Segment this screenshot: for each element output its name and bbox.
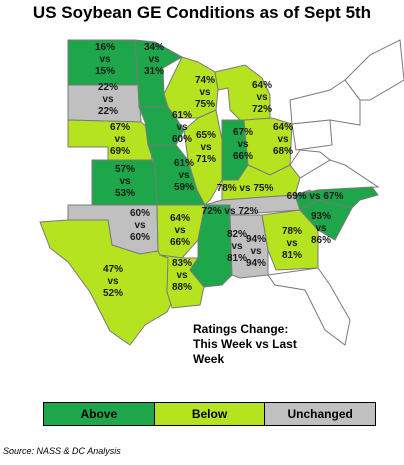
- state-label-il: vs: [200, 142, 212, 153]
- state-label-in: 67%: [233, 127, 253, 138]
- note-line: This Week vs Last: [193, 337, 297, 351]
- state-label-tx: 52%: [103, 288, 123, 299]
- legend-item-below: Below: [154, 403, 266, 425]
- state-label-oh: 68%: [273, 146, 293, 157]
- state-label-nd: 16%: [95, 42, 115, 53]
- state-label-mn: vs: [148, 54, 160, 65]
- state-label-la: 83%: [172, 258, 192, 269]
- state-label-ms: 81%: [227, 253, 247, 264]
- state-label-ms: 82%: [227, 229, 247, 240]
- note-line: Week: [193, 352, 225, 366]
- state-label-sd: vs: [102, 94, 114, 105]
- state-label-sc: vs: [315, 223, 327, 234]
- state-label-la: 88%: [172, 282, 192, 293]
- state-label-al: 94%: [246, 234, 266, 245]
- us-state-map: 16%vs15%22%vs22%67%vs69%57%vs53%60%vs60%…: [39, 39, 404, 346]
- state-label-ia: 61%: [172, 110, 192, 121]
- state-label-wi: 74%: [195, 75, 215, 86]
- state-label-oh: vs: [277, 134, 289, 145]
- map-title: US Soybean GE Conditions as of Sept 5th: [32, 3, 372, 22]
- state-label-ga: vs: [286, 238, 298, 249]
- state-label-ga: 78%: [282, 226, 302, 237]
- state-label-ar: 64%: [170, 213, 190, 224]
- source-note: Source: NASS & DC Analysis: [3, 446, 121, 456]
- state-label-mo: 59%: [174, 182, 194, 193]
- state-label-il: 65%: [196, 130, 216, 141]
- state-shape-unreported: [267, 267, 351, 346]
- state-label-ks: 53%: [115, 188, 135, 199]
- state-label-in: vs: [237, 139, 249, 150]
- state-shape-la: [159, 254, 205, 309]
- ratings-change-note: Ratings Change: This Week vs Last Week: [193, 322, 297, 367]
- state-label-il: 71%: [196, 154, 216, 165]
- state-label-mn: 34%: [144, 42, 164, 53]
- state-shape-tx: [39, 219, 178, 346]
- state-label-sd: 22%: [98, 82, 118, 93]
- state-label-tx: 47%: [103, 264, 123, 275]
- state-label-ar: 66%: [170, 237, 190, 248]
- state-label-ms: vs: [231, 241, 243, 252]
- state-label-tx: vs: [107, 276, 119, 287]
- map-legend: Above Below Unchanged: [43, 402, 376, 426]
- state-shape-nc: [294, 186, 379, 211]
- state-label-sc: 86%: [311, 235, 331, 246]
- state-label-ar: vs: [174, 225, 186, 236]
- state-label-in: 66%: [233, 151, 253, 162]
- state-label-ga: 81%: [282, 250, 302, 261]
- state-shape-il: [183, 109, 223, 206]
- state-label-ok: vs: [134, 220, 146, 231]
- state-label-mi: vs: [256, 92, 268, 103]
- state-label-oh: 64%: [273, 122, 293, 133]
- state-label-ne: 69%: [110, 146, 130, 157]
- state-label-nd: vs: [99, 54, 111, 65]
- state-label-sc: 93%: [311, 211, 331, 222]
- state-label-ky: 78% vs 75%: [217, 183, 274, 194]
- state-label-tn: 72% vs 72%: [202, 206, 259, 217]
- state-label-ne: vs: [114, 134, 126, 145]
- state-label-mn: 31%: [144, 66, 164, 77]
- state-label-ne: 67%: [110, 122, 130, 133]
- state-label-ks: 57%: [115, 164, 135, 175]
- state-label-mo: 61%: [174, 158, 194, 169]
- state-label-wi: 75%: [195, 99, 215, 110]
- note-line: Ratings Change:: [193, 322, 289, 336]
- state-label-ia: vs: [176, 122, 188, 133]
- state-label-mi: 64%: [252, 80, 272, 91]
- state-label-sd: 22%: [98, 106, 118, 117]
- legend-item-above: Above: [44, 403, 155, 425]
- state-label-ia: 60%: [172, 134, 192, 145]
- state-label-ok: 60%: [130, 208, 150, 219]
- state-label-nc: 69% vs 67%: [287, 191, 344, 202]
- state-label-mi: 72%: [252, 104, 272, 115]
- legend-item-unchanged: Unchanged: [265, 403, 376, 425]
- state-label-ok: 60%: [130, 232, 150, 243]
- state-shape-unreported: [291, 119, 333, 151]
- state-label-nd: 15%: [95, 66, 115, 77]
- state-label-al: vs: [250, 246, 262, 257]
- state-label-la: vs: [176, 270, 188, 281]
- state-label-al: 94%: [246, 258, 266, 269]
- state-label-ks: vs: [119, 176, 131, 187]
- state-label-mo: vs: [178, 170, 190, 181]
- state-label-wi: vs: [199, 87, 211, 98]
- state-shape-unreported: [344, 39, 404, 101]
